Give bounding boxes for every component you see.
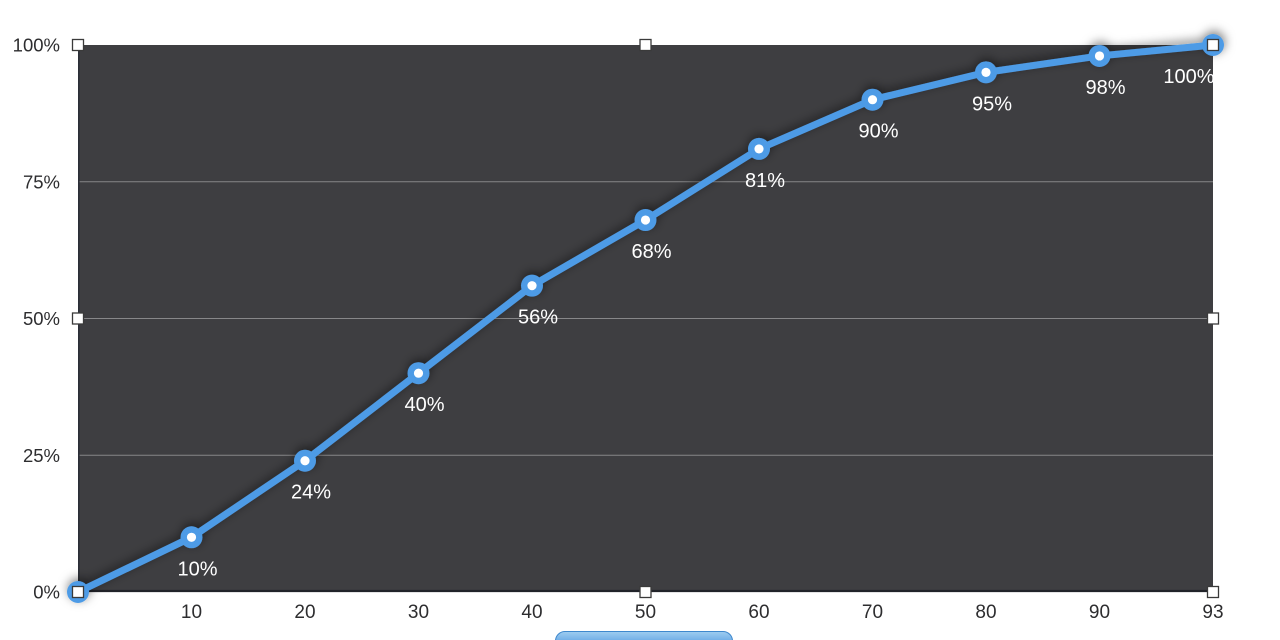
data-point-center xyxy=(1094,51,1105,61)
y-tick-label: 25% xyxy=(23,445,60,466)
data-point-center xyxy=(640,215,651,225)
x-tick-label: 30 xyxy=(408,602,429,623)
x-tick-label: 10 xyxy=(181,602,202,623)
y-tick-label: 0% xyxy=(33,582,60,603)
data-point-label: 81% xyxy=(745,170,785,192)
data-point-label: 40% xyxy=(404,394,444,416)
data-point-center xyxy=(867,95,878,105)
x-tick-label: 80 xyxy=(975,602,996,623)
y-tick-label: 75% xyxy=(23,171,60,192)
selection-handle[interactable] xyxy=(639,38,652,52)
edit-chart-data-button[interactable] xyxy=(555,631,733,640)
data-point-label: 95% xyxy=(972,93,1012,115)
x-tick-label: 93 xyxy=(1202,602,1223,623)
data-point-center xyxy=(186,532,197,542)
selection-handle[interactable] xyxy=(71,312,85,325)
y-tick-label: 50% xyxy=(23,308,60,329)
x-tick-label: 60 xyxy=(748,602,769,623)
data-point-label: 10% xyxy=(177,558,217,580)
data-point-center xyxy=(413,368,424,378)
selection-handle[interactable] xyxy=(1206,38,1220,52)
data-point-center xyxy=(527,281,537,291)
data-point-label: 56% xyxy=(518,307,558,329)
plot-area xyxy=(78,45,1213,592)
data-point-center xyxy=(754,144,764,154)
data-point-label: 98% xyxy=(1085,77,1125,99)
x-tick-label: 70 xyxy=(862,602,883,623)
data-point-label: 68% xyxy=(631,241,671,263)
selection-handle[interactable] xyxy=(1206,585,1220,599)
data-point-center xyxy=(300,456,310,466)
selection-handle[interactable] xyxy=(1206,312,1220,325)
x-tick-label: 40 xyxy=(521,602,542,623)
x-tick-label: 50 xyxy=(635,602,656,623)
x-tick-label: 90 xyxy=(1089,602,1110,623)
y-tick-label: 100% xyxy=(13,35,60,56)
selection-handle[interactable] xyxy=(71,38,85,52)
data-point-center xyxy=(981,67,991,77)
data-point-label: 24% xyxy=(291,482,331,504)
data-point-label: 90% xyxy=(858,121,898,143)
selection-handle[interactable] xyxy=(71,585,85,599)
data-point-label: 100% xyxy=(1163,66,1214,88)
x-tick-label: 20 xyxy=(294,602,315,623)
selection-handle[interactable] xyxy=(639,585,652,599)
